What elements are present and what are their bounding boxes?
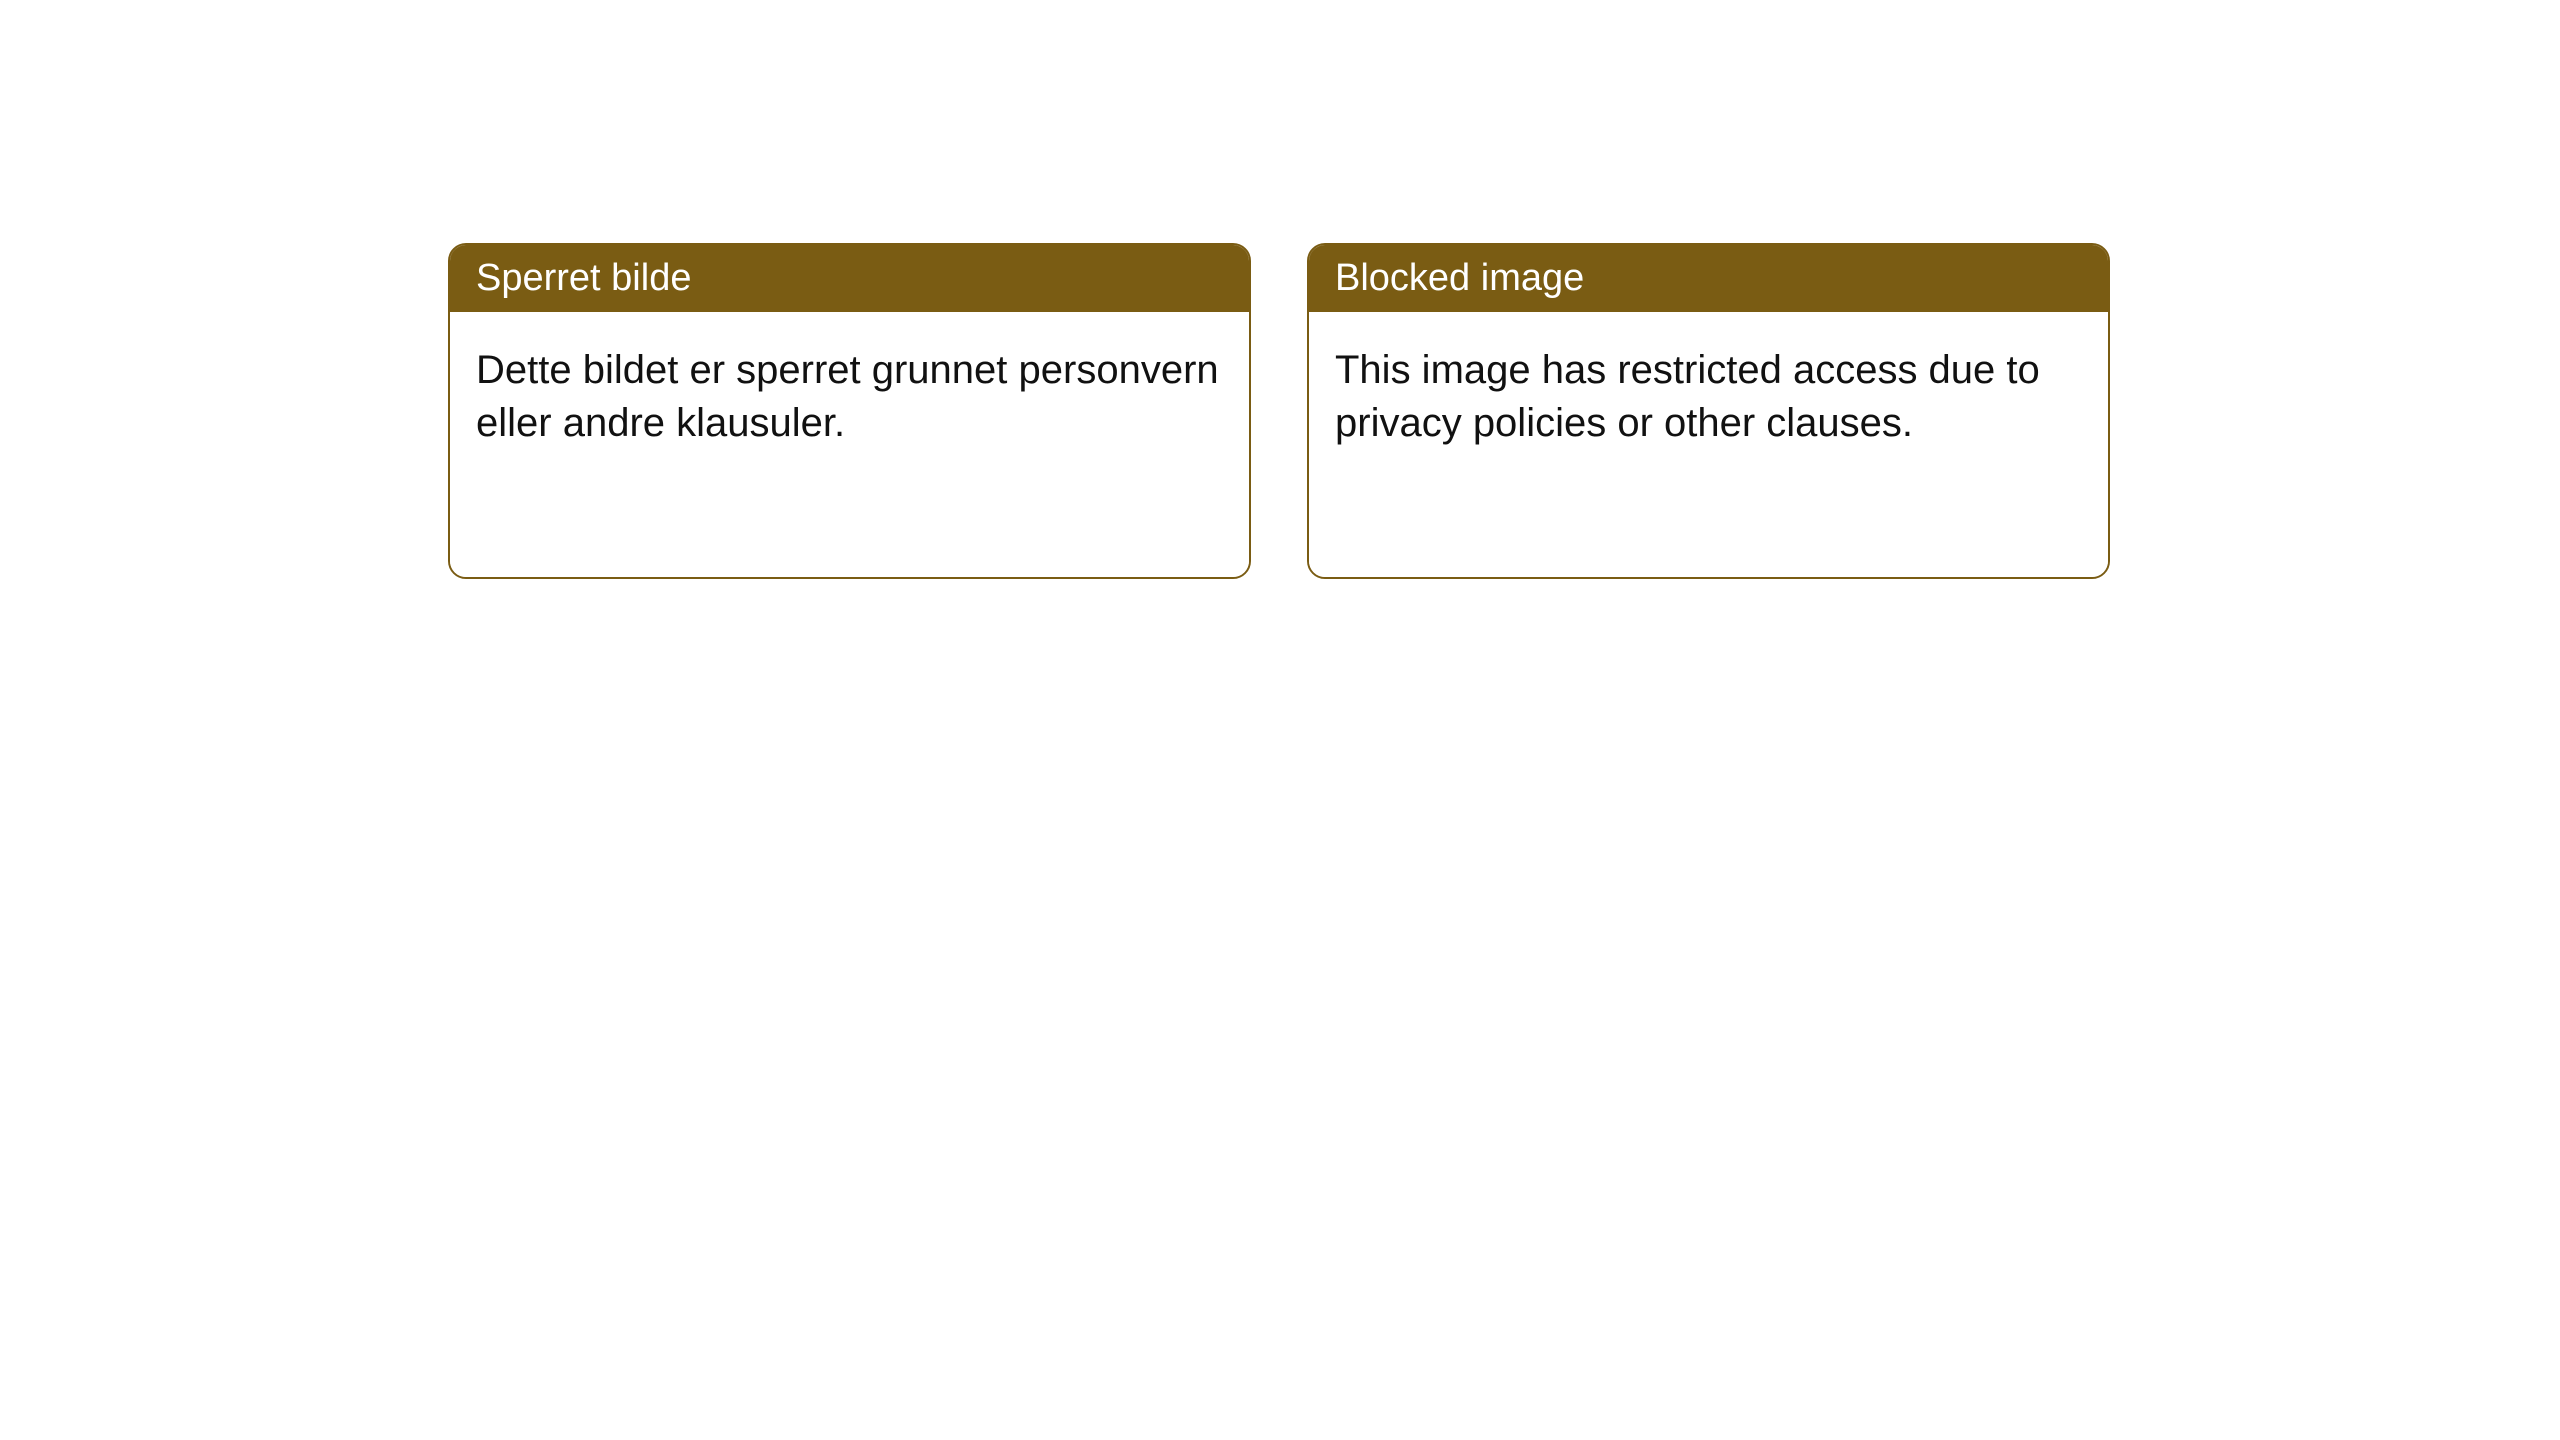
notice-container: Sperret bilde Dette bildet er sperret gr… [0,0,2560,579]
notice-title-english: Blocked image [1309,245,2108,312]
notice-card-norwegian: Sperret bilde Dette bildet er sperret gr… [448,243,1251,579]
notice-card-english: Blocked image This image has restricted … [1307,243,2110,579]
notice-title-norwegian: Sperret bilde [450,245,1249,312]
notice-body-norwegian: Dette bildet er sperret grunnet personve… [450,312,1249,577]
notice-body-english: This image has restricted access due to … [1309,312,2108,577]
